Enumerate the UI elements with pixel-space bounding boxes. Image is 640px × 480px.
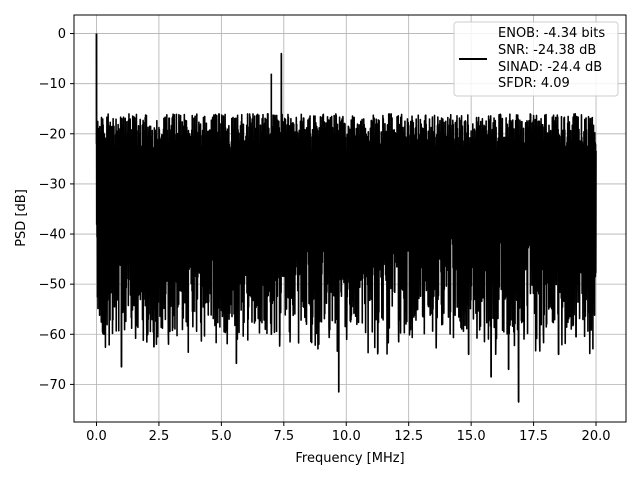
x-tick-label: 20.0: [582, 429, 611, 444]
x-tick-label: 17.5: [519, 429, 548, 444]
x-tick-label: 15.0: [457, 429, 486, 444]
legend-line-sfdr: SFDR: 4.09: [498, 76, 570, 91]
psd-series: [95, 33, 597, 403]
y-tick-label: 0: [58, 27, 66, 42]
y-tick-label: −30: [39, 177, 66, 192]
y-tick-label: −20: [39, 127, 66, 142]
x-axis-ticks: 0.0 2.5 5.0 7.5 10.0 12.5 15.0 17.5 20.0: [86, 422, 611, 444]
x-tick-label: 5.0: [211, 429, 232, 444]
legend: ENOB: -4.34 bits SNR: -24.38 dB SINAD: -…: [453, 21, 619, 97]
legend-line-sinad: SINAD: -24.4 dB: [498, 60, 602, 75]
x-tick-label: 12.5: [394, 429, 423, 444]
y-tick-label: −70: [39, 378, 66, 393]
legend-line-enob: ENOB: -4.34 bits: [498, 26, 605, 41]
x-axis-label: Frequency [MHz]: [295, 451, 404, 466]
y-tick-label: −50: [39, 278, 66, 293]
y-tick-label: −60: [39, 328, 66, 343]
psd-line: [95, 33, 597, 403]
x-tick-label: 2.5: [149, 429, 170, 444]
x-tick-label: 0.0: [86, 429, 107, 444]
legend-box: [453, 21, 619, 97]
y-tick-label: −10: [39, 77, 66, 92]
x-tick-label: 10.0: [332, 429, 361, 444]
plot-frame: [73, 14, 627, 423]
legend-line-snr: SNR: -24.38 dB: [498, 43, 596, 58]
x-tick-label: 7.5: [273, 429, 294, 444]
y-axis-label: PSD [dB]: [14, 189, 29, 247]
y-tick-label: −40: [39, 228, 66, 243]
y-axis-ticks: 0 −10 −20 −30 −40 −50 −60 −70: [39, 27, 74, 393]
